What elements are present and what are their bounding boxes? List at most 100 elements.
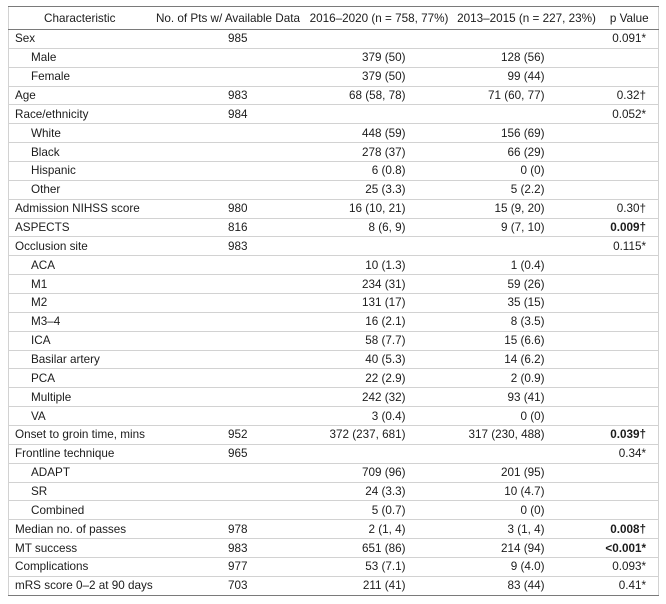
table-row: Age 983 68 (58, 78) 71 (60, 77) 0.32† [8,86,659,106]
available-count-cell: 703 [150,576,306,596]
cohort-2013-2015-cell [452,444,601,464]
characteristic-cell: Race/ethnicity [8,104,151,125]
cohort-2016-2020-cell: 131 (17) [305,293,453,313]
available-count-cell: 978 [150,519,306,540]
subcategory-label: Other [8,180,151,200]
cohort-2013-2015-cell: 0 (0) [452,500,601,521]
available-count-cell [150,312,306,332]
p-value-cell: 0.115* [600,236,659,257]
p-value-cell: 0.32† [600,86,659,106]
table-row: Admission NIHSS score 980 16 (10, 21) 15 (9… [8,199,659,219]
p-value-cell: 0.008† [600,519,659,540]
p-value-cell [600,255,659,276]
available-count-cell [150,368,306,389]
cohort-2016-2020-cell: 40 (5.3) [305,350,453,370]
available-count-cell: 983 [150,236,306,257]
available-count-cell [150,255,306,276]
cohort-2016-2020-cell: 6 (0.8) [305,161,453,181]
characteristic-cell: Onset to groin time, mins [8,425,151,445]
subcategory-label: M1 [8,274,151,295]
characteristic-cell: Occlusion site [8,236,151,257]
subcategory-label: Black [8,142,151,163]
cohort-2016-2020-cell [305,29,453,49]
subcategory-label: SR [8,482,151,502]
table-subrow: M2 131 (17) 35 (15) [8,293,659,313]
available-count-cell: 965 [150,444,306,464]
available-count-cell [150,67,306,87]
available-count-cell [150,406,306,427]
subcategory-label: Multiple [8,387,151,408]
table-subrow: Basilar artery 40 (5.3) 14 (6.2) [8,350,659,370]
table-subrow: Black 278 (37) 66 (29) [8,142,659,163]
characteristic-cell: Median no. of passes [8,519,151,540]
subcategory-label: Hispanic [8,161,151,181]
subcategory-label: Male [8,48,151,68]
table-subrow: M1 234 (31) 59 (26) [8,274,659,295]
available-count-cell [150,293,306,313]
available-count-cell: 952 [150,425,306,445]
subcategory-label: ADAPT [8,463,151,483]
available-count-cell: 984 [150,104,306,125]
table-subrow: Combined 5 (0.7) 0 (0) [8,500,659,521]
available-count-cell [150,350,306,370]
header-p-value: p Value [600,6,659,30]
table-subrow: SR 24 (3.3) 10 (4.7) [8,482,659,502]
p-value-cell [600,463,659,483]
cohort-2016-2020-cell: 242 (32) [305,387,453,408]
table-row: Onset to groin time, mins 952 372 (237, 68… [8,425,659,445]
cohort-2016-2020-cell: 25 (3.3) [305,180,453,200]
p-value-cell [600,331,659,351]
available-count-cell [150,123,306,144]
table-subrow: ACA 10 (1.3) 1 (0.4) [8,255,659,276]
table-subrow: Other 25 (3.3) 5 (2.2) [8,180,659,200]
cohort-2016-2020-cell [305,444,453,464]
cohort-2016-2020-cell [305,236,453,257]
available-count-cell [150,48,306,68]
characteristic-cell: Age [8,86,151,106]
cohort-2013-2015-cell: 128 (56) [452,48,601,68]
cohort-2013-2015-cell: 10 (4.7) [452,482,601,502]
cohort-2016-2020-cell: 68 (58, 78) [305,86,453,106]
cohort-2013-2015-cell: 201 (95) [452,463,601,483]
cohort-2016-2020-cell: 2 (1, 4) [305,519,453,540]
p-value-cell [600,180,659,200]
available-count-cell: 980 [150,199,306,219]
cohort-2013-2015-cell: 317 (230, 488) [452,425,601,445]
p-value-cell: <0.001* [600,538,659,559]
cohort-2013-2015-cell: 35 (15) [452,293,601,313]
cohort-2016-2020-cell: 3 (0.4) [305,406,453,427]
cohort-2016-2020-cell: 58 (7.7) [305,331,453,351]
table-row: Sex 985 0.091* [8,29,659,49]
cohort-2013-2015-cell: 2 (0.9) [452,368,601,389]
cohort-2013-2015-cell: 66 (29) [452,142,601,163]
p-value-cell [600,48,659,68]
table-row: Occlusion site 983 0.115* [8,236,659,257]
cohort-2013-2015-cell: 93 (41) [452,387,601,408]
table-subrow: ICA 58 (7.7) 15 (6.6) [8,331,659,351]
subcategory-label: VA [8,406,151,427]
table-header: Characteristic No. of Pts w/ Available D… [8,6,659,30]
subcategory-label: ICA [8,331,151,351]
p-value-cell [600,387,659,408]
p-value-cell: 0.039† [600,425,659,445]
table-row: Complications 977 53 (7.1) 9 (4.0) 0.093* [8,557,659,577]
cohort-2013-2015-cell: 0 (0) [452,161,601,181]
available-count-cell [150,274,306,295]
p-value-cell [600,293,659,313]
cohort-2013-2015-cell [452,236,601,257]
p-value-cell: 0.30† [600,199,659,219]
available-count-cell [150,387,306,408]
table-row: Frontline technique 965 0.34* [8,444,659,464]
cohort-2013-2015-cell: 99 (44) [452,67,601,87]
subcategory-label: White [8,123,151,144]
cohort-2016-2020-cell: 16 (10, 21) [305,199,453,219]
available-count-cell: 816 [150,218,306,238]
cohort-2013-2015-cell: 156 (69) [452,123,601,144]
cohort-2016-2020-cell: 10 (1.3) [305,255,453,276]
cohort-2013-2015-cell: 59 (26) [452,274,601,295]
cohort-2016-2020-cell: 372 (237, 681) [305,425,453,445]
available-count-cell [150,482,306,502]
cohort-2013-2015-cell: 5 (2.2) [452,180,601,200]
cohort-2013-2015-cell [452,104,601,125]
characteristic-cell: MT success [8,538,151,559]
